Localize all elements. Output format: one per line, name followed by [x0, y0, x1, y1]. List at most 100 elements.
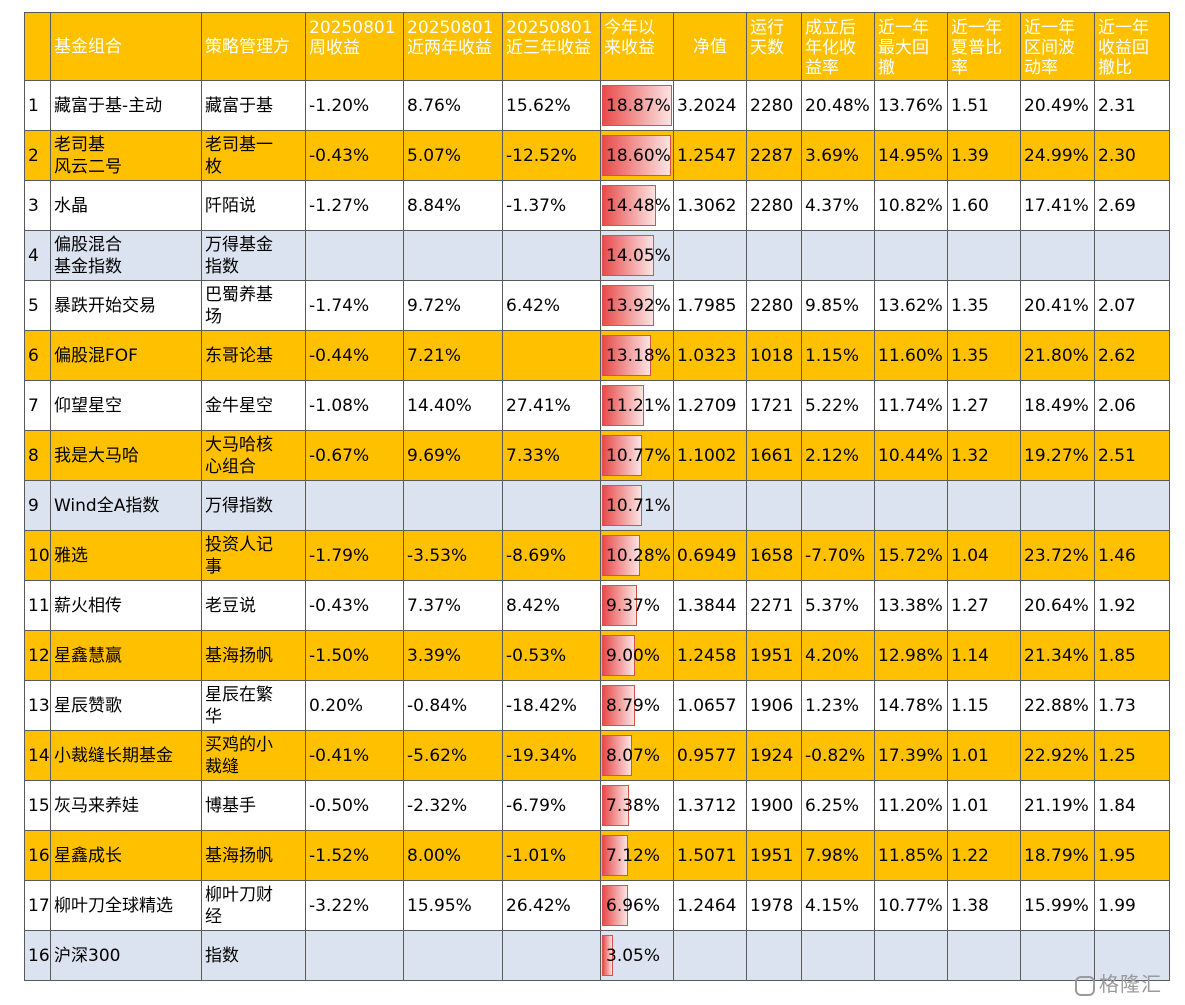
run-days-cell: 1906	[746, 680, 802, 731]
ytd-value: 18.60%	[606, 145, 671, 166]
fund-name-cell: 灰马来养娃	[50, 780, 202, 831]
return-drawdown-ratio-cell: 2.51	[1094, 430, 1170, 481]
max-drawdown-cell	[874, 930, 948, 981]
header-vol: 近一年 区间波 动率	[1020, 12, 1095, 81]
week-return-cell: -0.44%	[305, 330, 404, 381]
table-body: 1 藏富于基-主动 藏富于基 -1.20% 8.76% 15.62% 18.87% 3.202…	[24, 80, 1170, 981]
week-return-cell: -1.74%	[305, 280, 404, 331]
header-manager: 策略管理方	[201, 12, 306, 81]
ytd-value: 6.96%	[606, 895, 661, 916]
two-year-return-cell: -3.53%	[403, 530, 503, 581]
fund-name-cell: 沪深300	[50, 930, 202, 981]
annualized-return-cell: 4.20%	[801, 630, 875, 681]
two-year-return-cell	[403, 230, 503, 281]
fund-name-cell: 水晶	[50, 180, 202, 231]
three-year-return-cell: 8.42%	[502, 580, 601, 631]
table-row: 7 仰望星空 金牛星空 -1.08% 14.40% 27.41% 11.21% 1.2709 1…	[24, 380, 1170, 431]
fund-ranking-table: 基金组合 策略管理方 20250801 周收益 20250801 近两年收益 2…	[24, 12, 1170, 981]
fund-name-cell: 雅选	[50, 530, 202, 581]
max-drawdown-cell: 14.95%	[874, 130, 948, 181]
ytd-value: 8.07%	[606, 745, 661, 766]
sharpe-cell: 1.60	[947, 180, 1021, 231]
table-row: 8 我是大马哈 大马哈核 心组合 -0.67% 9.69% 7.33% 10.77% 1.10…	[24, 430, 1170, 481]
nav-cell: 1.3844	[673, 580, 747, 631]
header-rank	[24, 12, 51, 81]
ytd-data-bar	[602, 85, 672, 126]
three-year-return-cell: -8.69%	[502, 530, 601, 581]
run-days-cell	[746, 230, 802, 281]
ytd-value: 9.00%	[606, 645, 661, 666]
nav-cell: 1.2458	[673, 630, 747, 681]
volatility-cell: 21.80%	[1020, 330, 1095, 381]
run-days-cell: 2287	[746, 130, 802, 181]
return-drawdown-ratio-cell: 2.69	[1094, 180, 1170, 231]
run-days-cell: 1978	[746, 880, 802, 931]
return-drawdown-ratio-cell: 2.31	[1094, 80, 1170, 131]
max-drawdown-cell: 11.60%	[874, 330, 948, 381]
manager-cell: 博基手	[201, 780, 306, 831]
nav-cell: 1.0657	[673, 680, 747, 731]
ytd-data-bar	[602, 535, 641, 576]
rank-cell: 5	[24, 280, 51, 331]
run-days-cell: 1900	[746, 780, 802, 831]
ytd-value: 13.92%	[606, 295, 671, 316]
nav-cell	[673, 230, 747, 281]
fund-name-cell: Wind全A指数	[50, 480, 202, 531]
rank-cell: 15	[24, 780, 51, 831]
three-year-return-cell: -1.01%	[502, 830, 601, 881]
week-return-cell: 0.20%	[305, 680, 404, 731]
ytd-data-bar	[602, 435, 642, 476]
table-row: 14 小裁缝长期基金 买鸡的小 裁缝 -0.41% -5.62% -19.34% 8.07%…	[24, 730, 1170, 781]
manager-cell: 大马哈核 心组合	[201, 430, 306, 481]
nav-cell: 0.6949	[673, 530, 747, 581]
ytd-data-bar	[602, 685, 635, 726]
fund-name-cell: 星辰赞歌	[50, 680, 202, 731]
week-return-cell: -1.08%	[305, 380, 404, 431]
ytd-return-cell: 10.28%	[600, 530, 674, 581]
annualized-return-cell: 1.23%	[801, 680, 875, 731]
ytd-data-bar	[602, 935, 614, 976]
fund-name-cell: 小裁缝长期基金	[50, 730, 202, 781]
nav-cell: 3.2024	[673, 80, 747, 131]
header-days: 运行 天数	[746, 12, 802, 81]
rank-cell: 13	[24, 680, 51, 731]
week-return-cell: -3.22%	[305, 880, 404, 931]
nav-cell: 1.1002	[673, 430, 747, 481]
nav-cell: 1.0323	[673, 330, 747, 381]
run-days-cell: 1951	[746, 630, 802, 681]
volatility-cell: 18.49%	[1020, 380, 1095, 431]
max-drawdown-cell: 10.82%	[874, 180, 948, 231]
ytd-return-cell: 10.71%	[600, 480, 674, 531]
ytd-return-cell: 9.37%	[600, 580, 674, 631]
ytd-return-cell: 7.12%	[600, 830, 674, 881]
volatility-cell: 24.99%	[1020, 130, 1095, 181]
table-row: 6 偏股混FOF 东哥论基 -0.44% 7.21% 13.18% 1.0323 1018 1.…	[24, 330, 1170, 381]
two-year-return-cell: -5.62%	[403, 730, 503, 781]
three-year-return-cell: 6.42%	[502, 280, 601, 331]
fund-name-cell: 暴跌开始交易	[50, 280, 202, 331]
manager-cell: 东哥论基	[201, 330, 306, 381]
watermark-text: 格隆汇	[1099, 972, 1162, 996]
two-year-return-cell: 5.07%	[403, 130, 503, 181]
rank-cell: 12	[24, 630, 51, 681]
two-year-return-cell: 9.72%	[403, 280, 503, 331]
annualized-return-cell: 20.48%	[801, 80, 875, 131]
volatility-cell: 20.41%	[1020, 280, 1095, 331]
annualized-return-cell: 4.37%	[801, 180, 875, 231]
rank-cell: 16	[24, 930, 51, 981]
sharpe-cell: 1.22	[947, 830, 1021, 881]
manager-cell: 星辰在繁 华	[201, 680, 306, 731]
week-return-cell: -0.43%	[305, 580, 404, 631]
header-nav: 净值	[673, 12, 747, 81]
ytd-return-cell: 18.87%	[600, 80, 674, 131]
manager-cell: 金牛星空	[201, 380, 306, 431]
header-3y: 20250801 近三年收益	[502, 12, 601, 81]
nav-cell: 1.5071	[673, 830, 747, 881]
nav-cell	[673, 930, 747, 981]
fund-name-cell: 薪火相传	[50, 580, 202, 631]
annualized-return-cell: 7.98%	[801, 830, 875, 881]
manager-cell: 万得指数	[201, 480, 306, 531]
annualized-return-cell	[801, 230, 875, 281]
header-calmar: 近一年 收益回 撤比	[1094, 12, 1170, 81]
annualized-return-cell	[801, 480, 875, 531]
